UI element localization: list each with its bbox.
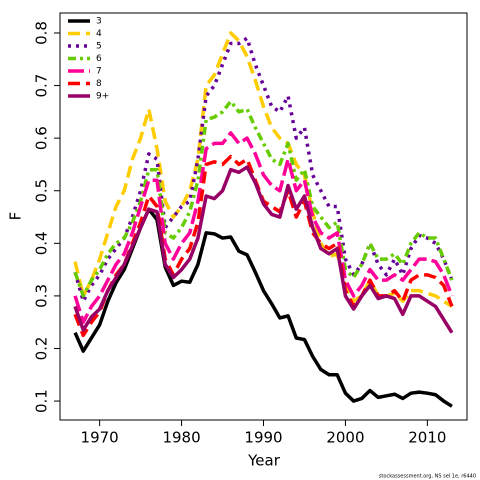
- series-line: [73, 36, 454, 303]
- y-tick-label: 0.6: [33, 126, 51, 150]
- series-line: [73, 31, 453, 308]
- legend-label: 6: [96, 54, 102, 64]
- footnote: stockassessment.org, NS sel 1e, r6440: [379, 474, 476, 480]
- y-tick-label: 0.8: [33, 21, 51, 45]
- legend-label: 3: [96, 17, 102, 27]
- series-line: [73, 207, 453, 408]
- series-line: [73, 131, 454, 324]
- x-axis-title: Year: [247, 452, 281, 470]
- plot-frame: [59, 12, 468, 421]
- y-tick-label: 0.3: [33, 284, 51, 308]
- legend-label: 4: [96, 29, 102, 39]
- y-tick-label: 0.4: [33, 231, 51, 255]
- y-axis-title: F: [7, 212, 25, 221]
- legend-label: 9+: [96, 92, 109, 102]
- x-tick-label: 1980: [162, 429, 200, 447]
- y-tick-label: 0.5: [33, 179, 51, 203]
- x-tick-label: 2010: [408, 429, 446, 447]
- legend-label: 7: [96, 67, 102, 77]
- x-tick-label: 1990: [244, 429, 282, 447]
- y-tick-label: 0.1: [33, 389, 51, 413]
- x-tick-label: 2000: [326, 429, 364, 447]
- legend-label: 5: [96, 42, 102, 52]
- series-line: [73, 165, 454, 334]
- y-tick-label: 0.2: [33, 337, 51, 361]
- y-tick-label: 0.7: [33, 74, 51, 98]
- x-tick-label: 1970: [81, 429, 119, 447]
- legend-label: 8: [96, 79, 102, 89]
